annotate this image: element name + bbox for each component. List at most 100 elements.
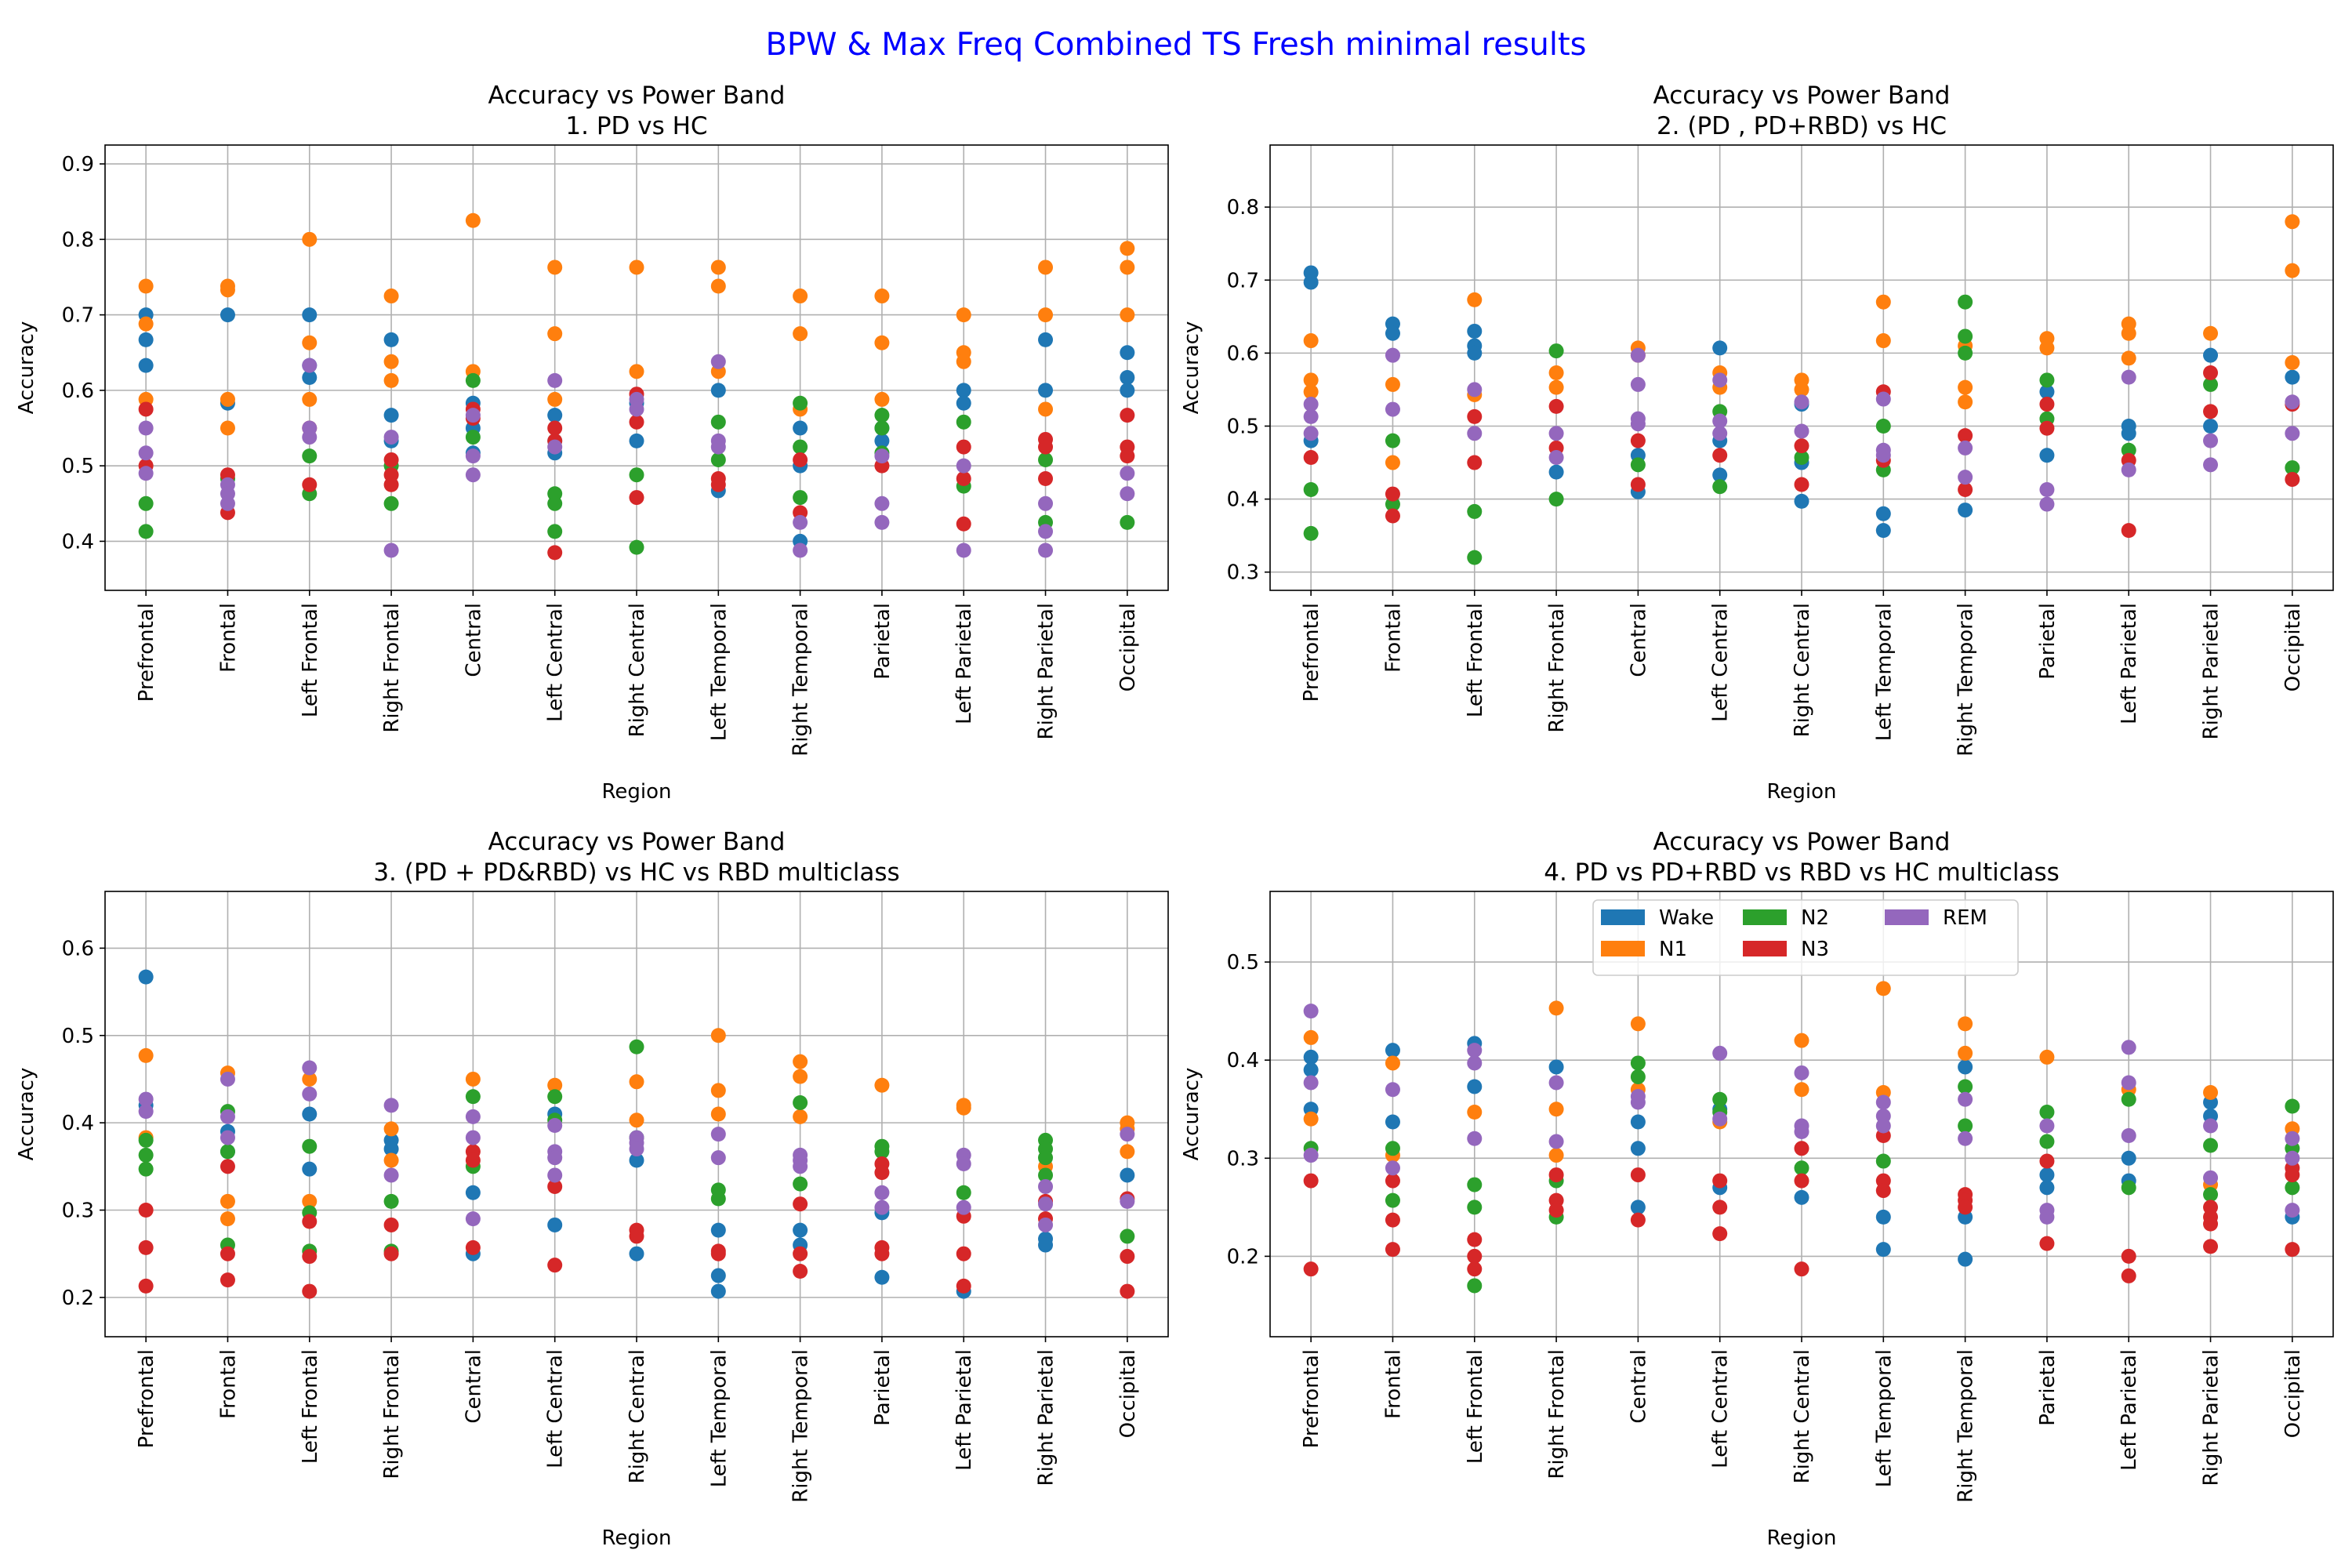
subplot-subtitle: 4. PD vs PD+RBD vs RBD vs HC multiclass <box>1544 858 2060 887</box>
data-point <box>220 1109 235 1124</box>
data-point <box>1120 466 1135 481</box>
data-point <box>383 354 399 369</box>
data-point <box>1467 1079 1483 1094</box>
data-point <box>1038 260 1054 275</box>
data-point <box>1630 433 1646 448</box>
data-point <box>956 395 971 411</box>
data-point <box>793 1069 808 1084</box>
data-point <box>1385 455 1400 470</box>
data-point <box>138 358 154 373</box>
data-point <box>1385 1082 1400 1098</box>
data-point <box>465 430 481 445</box>
data-point <box>302 1086 318 1102</box>
data-point <box>1303 1148 1319 1163</box>
data-point <box>710 354 726 369</box>
data-point <box>1875 448 1891 463</box>
data-point <box>629 433 644 448</box>
data-point <box>465 372 481 388</box>
x-tick-label: Left Parietal <box>2118 1349 2141 1471</box>
y-tick-label: 0.4 <box>1227 488 1259 512</box>
y-tick-label: 0.4 <box>62 530 94 554</box>
data-point <box>1303 482 1319 498</box>
x-tick-label: Right Central <box>1791 1349 1814 1483</box>
data-point <box>874 1246 890 1261</box>
data-point <box>1467 1200 1483 1215</box>
data-point <box>1303 397 1319 412</box>
x-tick-label: Right Parietal <box>2200 603 2223 739</box>
x-tick-label: Right Frontal <box>1545 1349 1569 1479</box>
data-point <box>138 1278 154 1294</box>
data-point <box>220 495 235 511</box>
data-point <box>2039 1236 2055 1251</box>
data-point <box>1467 1131 1483 1146</box>
data-point <box>956 383 971 398</box>
legend-label-n1: N1 <box>1659 938 1687 961</box>
data-point <box>138 1240 154 1255</box>
data-point <box>2039 1180 2055 1196</box>
data-point <box>138 445 154 461</box>
subplot-3: 0.2 0.3 0.4 0.5 0.6 Prefrontal Frontal Left Fro… <box>15 828 1169 1550</box>
x-tick-label: Right Frontal <box>380 1349 404 1479</box>
data-point <box>2203 1239 2219 1254</box>
data-point <box>629 1142 644 1157</box>
data-point <box>1630 416 1646 432</box>
data-point <box>1303 274 1319 290</box>
data-point <box>874 1185 890 1200</box>
data-point <box>1385 401 1400 417</box>
data-point <box>1303 372 1319 388</box>
data-point <box>1303 1111 1319 1127</box>
data-point <box>2285 1131 2300 1146</box>
data-point <box>1794 394 1809 410</box>
data-point <box>1385 1043 1400 1058</box>
data-point <box>383 289 399 304</box>
data-point <box>710 1222 726 1238</box>
data-point <box>547 1258 563 1273</box>
data-point <box>1875 1183 1891 1199</box>
data-point <box>1120 370 1135 386</box>
x-tick-label: Right Temporal <box>789 603 813 757</box>
data-point <box>1794 477 1809 492</box>
data-point <box>1875 1118 1891 1134</box>
data-point <box>302 1249 318 1265</box>
data-point <box>1958 328 1973 344</box>
data-point <box>1120 486 1135 502</box>
data-point <box>1958 1059 1973 1075</box>
data-point <box>1467 1278 1483 1294</box>
subplots: 0.4 0.5 0.6 0.7 0.8 0.9 Prefrontal Frontal Left … <box>15 82 2334 1550</box>
x-tick-label: Prefrontal <box>1300 603 1323 702</box>
data-point <box>710 1127 726 1142</box>
data-point <box>1712 479 1728 495</box>
data-point <box>1958 1118 1973 1134</box>
data-point <box>465 448 481 464</box>
data-point <box>1120 448 1135 464</box>
x-axis-label: Region <box>1766 1526 1836 1550</box>
x-tick-label: Left Central <box>1709 1349 1733 1468</box>
data-point <box>2039 420 2055 436</box>
data-point <box>1794 382 1809 397</box>
data-point <box>2203 1187 2219 1203</box>
data-point <box>1875 981 1891 996</box>
x-tick-label: Right Frontal <box>1545 603 1569 733</box>
data-point <box>547 1217 563 1232</box>
data-point <box>2203 347 2219 363</box>
data-point <box>1712 448 1728 463</box>
data-point <box>1794 438 1809 454</box>
data-point <box>874 1200 890 1215</box>
legend-label-rem: REM <box>1943 906 1987 930</box>
data-point <box>956 1156 971 1171</box>
data-point <box>2121 1091 2136 1107</box>
data-point <box>465 1240 481 1255</box>
data-point <box>383 1217 399 1232</box>
data-point <box>2039 1104 2055 1120</box>
data-point <box>1303 1062 1319 1078</box>
x-tick-label: Right Parietal <box>1035 603 1058 739</box>
data-point <box>383 1152 399 1168</box>
data-point <box>629 490 644 506</box>
data-point <box>1467 292 1483 307</box>
x-tick-label: Central <box>1627 603 1650 677</box>
data-point <box>629 1039 644 1054</box>
data-point <box>220 391 235 407</box>
data-point <box>1467 503 1483 519</box>
data-point <box>302 1161 318 1177</box>
data-point <box>2121 1040 2136 1055</box>
